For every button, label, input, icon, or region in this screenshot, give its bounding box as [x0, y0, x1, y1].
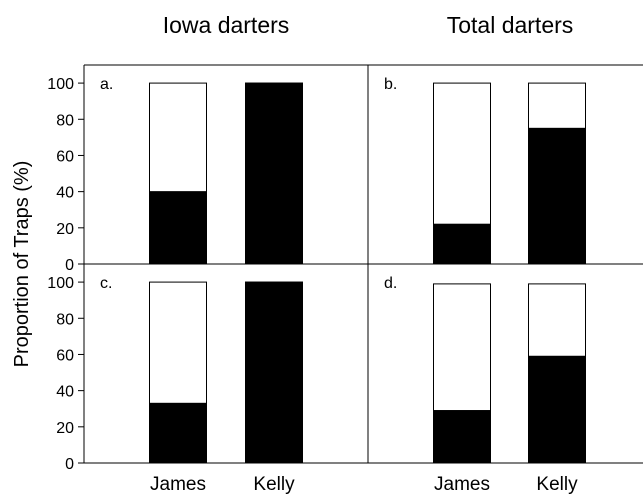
- panel-c-ytick-label-80: 80: [56, 311, 74, 328]
- panel-a-bar-kelly-filled: [245, 82, 303, 265]
- panel-c-ytick-label-20: 20: [56, 420, 74, 437]
- panel-c-ytick-label-0: 0: [65, 456, 74, 473]
- panel-d-label: d.: [384, 275, 397, 292]
- panel-b-bar-james-filled: [433, 223, 491, 265]
- panel-a-bar-james-filled: [149, 191, 207, 265]
- x-category-label-kelly-col2: Kelly: [536, 474, 578, 495]
- column-title-iowa-darters: Iowa darters: [163, 12, 290, 38]
- column-title-total-darters: Total darters: [447, 12, 574, 38]
- panel-a-ytick-label-0: 0: [65, 257, 74, 274]
- panel-a-ytick-label-60: 60: [56, 148, 74, 165]
- panel-b-bar-kelly-filled: [528, 127, 586, 265]
- panel-c-bar-james-filled: [149, 402, 207, 464]
- panel-d-bar-james-filled: [433, 410, 491, 464]
- x-category-label-james-col1: James: [150, 474, 206, 495]
- panel-a-label: a.: [100, 76, 113, 93]
- panel-a-ytick-label-80: 80: [56, 112, 74, 129]
- x-category-label-kelly-col1: Kelly: [253, 474, 295, 495]
- x-category-label-james-col2: James: [434, 474, 490, 495]
- y-axis-label: Proportion of Traps (%): [11, 161, 33, 368]
- panel-a-ytick-label-100: 100: [47, 76, 74, 93]
- panel-a-ytick-label-40: 40: [56, 185, 74, 202]
- panel-a-ytick-label-20: 20: [56, 221, 74, 238]
- panel-c-ytick-label-100: 100: [47, 275, 74, 292]
- panel-d-bar-kelly-filled: [528, 355, 586, 464]
- panel-c-label: c.: [100, 275, 112, 292]
- panel-c-ytick-label-60: 60: [56, 347, 74, 364]
- panel-b-label: b.: [384, 76, 397, 93]
- panel-c-bar-kelly-filled: [245, 281, 303, 464]
- panel-c-ytick-label-40: 40: [56, 384, 74, 401]
- plot-area: a. 0 20 40 60 80 100 b. c. 0 20 40 60 80 100 d. James Kel…: [47, 64, 643, 495]
